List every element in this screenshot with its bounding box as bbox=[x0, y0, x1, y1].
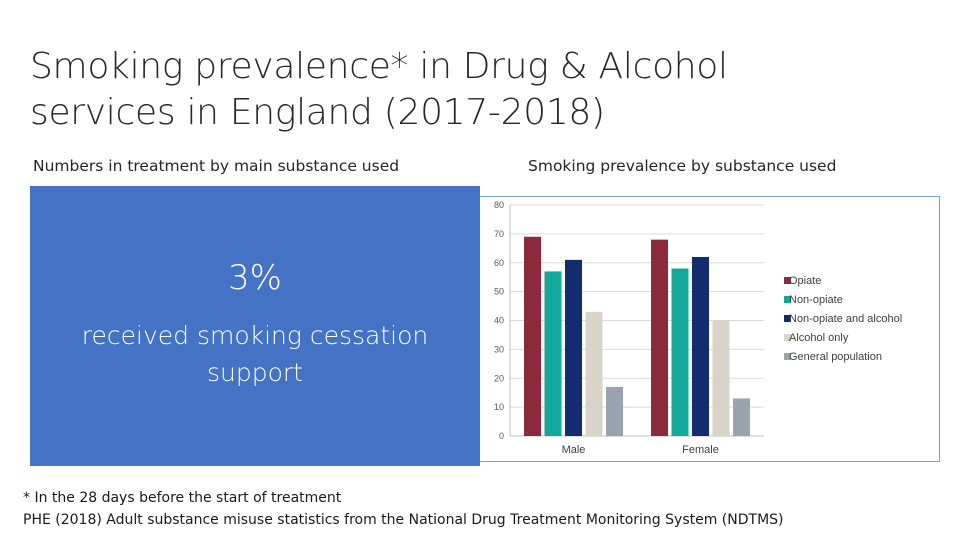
left-subtitle: Numbers in treatment by main substance u… bbox=[33, 157, 400, 175]
bar-male-non-opiate bbox=[544, 271, 562, 436]
y-tick-label-10: 10 bbox=[494, 402, 504, 412]
y-tick-label-30: 30 bbox=[494, 344, 504, 354]
legend-swatch-non-opiate-and-alcohol bbox=[784, 315, 791, 322]
bar-female-general-population bbox=[733, 398, 750, 436]
bar-female-non-opiate bbox=[671, 268, 689, 436]
bar-male-opiate bbox=[524, 236, 541, 436]
callout-message: received smoking cessation support bbox=[60, 317, 450, 391]
y-tick-label-60: 60 bbox=[494, 258, 504, 268]
slide-title-line-2: services in England (2017-2018) bbox=[30, 92, 605, 133]
slide-title: Smoking prevalence* in Drug & Alcohol se… bbox=[30, 44, 930, 136]
legend-label-general-population: General population bbox=[789, 351, 882, 363]
bar-male-non-opiate-and-alcohol bbox=[565, 259, 582, 436]
bar-male-alcohol-only bbox=[585, 311, 603, 436]
y-tick-label-80: 80 bbox=[494, 200, 504, 210]
source-citation: PHE (2018) Adult substance misuse statis… bbox=[23, 512, 784, 528]
legend-swatch-general-population bbox=[784, 353, 791, 360]
legend-label-opiate: Opiate bbox=[789, 275, 821, 287]
callout-value: 3% bbox=[228, 258, 282, 298]
smoking-prevalence-bar-chart: 0 10 20 30 40 50 60 70 80 Male Female Opiate Non-opi… bbox=[494, 200, 902, 456]
bar-female-non-opiate-and-alcohol bbox=[692, 256, 709, 436]
y-tick-label-0: 0 bbox=[499, 431, 504, 441]
legend-swatch-alcohol-only bbox=[784, 334, 791, 341]
footnote: * In the 28 days before the start of tre… bbox=[23, 490, 342, 506]
smoking-cessation-callout: 3% received smoking cessation support bbox=[30, 186, 480, 466]
legend-label-non-opiate-and-alcohol: Non-opiate and alcohol bbox=[789, 313, 902, 325]
y-tick-label-70: 70 bbox=[494, 229, 504, 239]
legend-label-non-opiate: Non-opiate bbox=[789, 294, 843, 306]
legend-swatch-opiate bbox=[784, 277, 791, 284]
chart-container: 0 10 20 30 40 50 60 70 80 Male Female Opiate Non-opi… bbox=[472, 196, 960, 464]
right-subtitle: Smoking prevalence by substance used bbox=[528, 157, 837, 175]
slide-title-line-1: Smoking prevalence* in Drug & Alcohol bbox=[30, 46, 728, 87]
bar-male-general-population bbox=[606, 386, 623, 436]
y-tick-label-20: 20 bbox=[494, 373, 504, 383]
x-tick-label-female: Female bbox=[682, 444, 719, 456]
bar-female-opiate bbox=[651, 239, 668, 436]
callout-message-line-1: received smoking cessation bbox=[81, 321, 429, 350]
y-tick-label-40: 40 bbox=[494, 316, 504, 326]
legend-label-alcohol-only: Alcohol only bbox=[789, 332, 849, 344]
y-tick-label-50: 50 bbox=[494, 287, 504, 297]
callout-message-line-2: support bbox=[207, 358, 303, 387]
bar-female-alcohol-only bbox=[712, 320, 730, 436]
x-tick-label-male: Male bbox=[562, 444, 586, 456]
legend-swatch-non-opiate bbox=[784, 296, 791, 303]
